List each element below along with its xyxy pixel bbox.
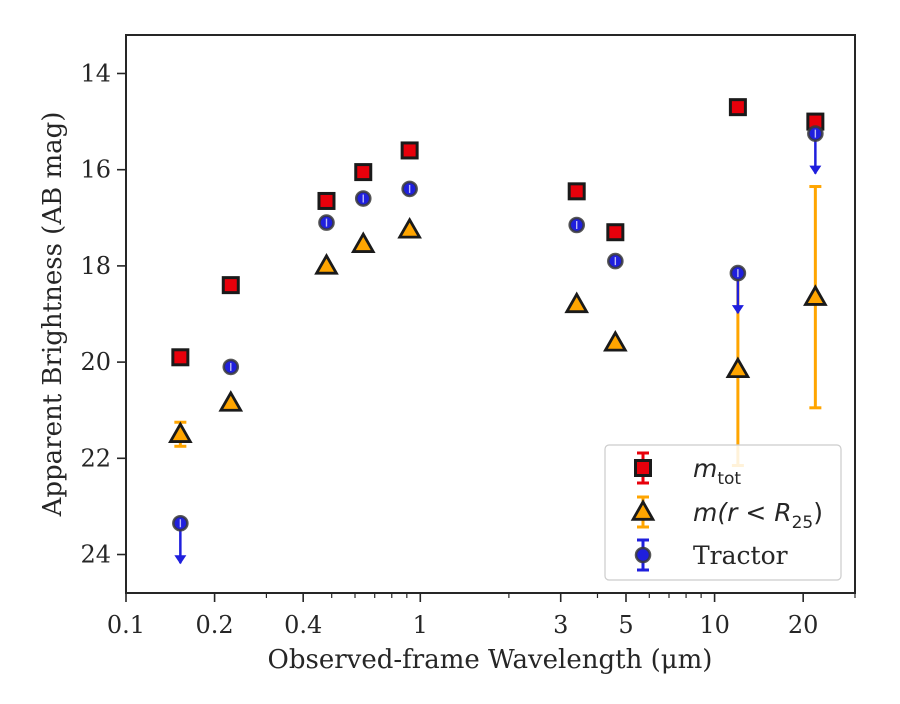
data-point	[354, 163, 373, 182]
upper-limit-arrowhead	[174, 555, 187, 565]
data-point	[397, 216, 422, 239]
legend-label: m(r < R25)	[693, 498, 823, 533]
data-point	[603, 329, 628, 352]
data-point	[317, 191, 336, 210]
data-point	[171, 348, 190, 367]
upper-limit-arrowhead	[731, 305, 744, 315]
data-point	[728, 98, 747, 117]
legend-box	[604, 444, 842, 581]
data-point	[567, 182, 586, 201]
legend: mtot m(r < R25) Tractor	[604, 444, 842, 581]
data-point	[218, 390, 244, 412]
series-square	[171, 98, 825, 367]
series-circle	[172, 125, 824, 565]
x-tick-label: 3	[553, 611, 568, 639]
y-tick-label: 20	[80, 348, 111, 376]
x-tick-label: 5	[618, 611, 633, 639]
y-tick-label: 24	[80, 541, 111, 569]
data-point	[350, 231, 376, 253]
x-tick-label: 10	[699, 611, 730, 639]
y-tick-label: 18	[80, 252, 111, 280]
y-tick-label: 16	[80, 156, 111, 184]
upper-limit-arrowhead	[809, 165, 822, 175]
y-axis-label: Apparent Brightness (AB mag)	[38, 112, 68, 518]
data-point	[168, 421, 193, 443]
legend-label: Tractor	[693, 541, 788, 570]
legend-marker	[634, 546, 652, 564]
data-point	[564, 291, 590, 314]
x-axis-label: Observed-frame Wavelength (μm)	[268, 645, 713, 675]
data-point	[606, 223, 625, 242]
x-tick-label: 0.1	[107, 611, 145, 639]
x-tick-label: 1	[413, 611, 428, 639]
y-axis: 14 16 18 20 22 24	[80, 59, 126, 569]
legend-label: mtot	[693, 454, 741, 489]
series-triangle	[168, 185, 828, 468]
legend-marker	[630, 499, 656, 521]
x-tick-label: 20	[788, 611, 819, 639]
x-axis: 0.1 0.2 0.4 1 3 5 10 20	[107, 593, 856, 639]
plot-frame	[125, 34, 856, 594]
data-point	[725, 356, 751, 379]
y-tick-label: 22	[80, 444, 111, 472]
data-point	[221, 276, 240, 295]
data-point	[803, 284, 828, 306]
x-tick-label: 0.4	[284, 611, 322, 639]
x-tick-label: 0.2	[196, 611, 234, 639]
legend-marker	[634, 459, 652, 477]
y-tick-label: 14	[80, 59, 111, 87]
data-point	[314, 253, 339, 275]
data-point	[400, 141, 419, 160]
plot-marks	[168, 98, 828, 565]
